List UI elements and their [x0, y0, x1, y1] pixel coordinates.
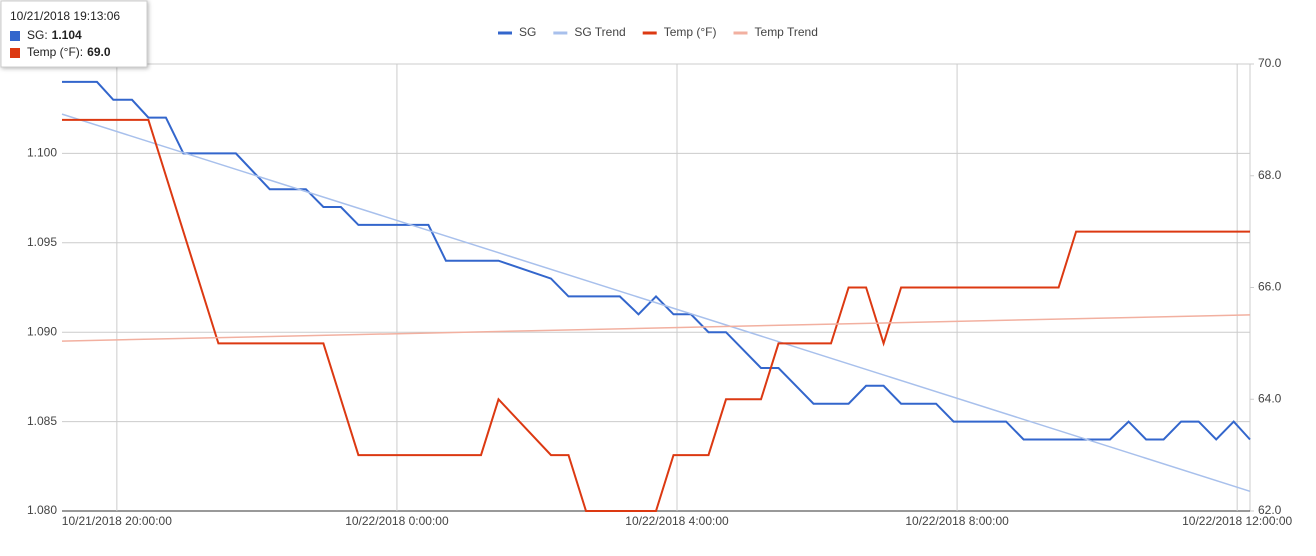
- tooltip-swatch: [10, 48, 20, 58]
- y2-tick-label: 62.0: [1258, 503, 1282, 517]
- tooltip-box: [0, 0, 148, 68]
- tooltip-value: 69.0: [87, 45, 111, 59]
- legend-label: Temp (°F): [664, 25, 717, 39]
- y-tick-label: 1.085: [27, 414, 57, 428]
- x-tick-label: 10/21/2018 20:00:00: [62, 514, 172, 528]
- tooltip: 10/21/2018 19:13:06 SG: 1.104 Temp (°F): 69…: [0, 0, 148, 68]
- y-tick-label: 1.095: [27, 235, 57, 249]
- y2-tick-label: 66.0: [1258, 280, 1282, 294]
- y2-tick-label: 70.0: [1258, 56, 1282, 70]
- marks: [61, 80, 1251, 512]
- tooltip-label: Temp (°F):: [27, 45, 83, 59]
- y2-tick-label: 64.0: [1258, 391, 1282, 405]
- tooltip-value: 1.104: [52, 28, 82, 42]
- series-line: [62, 80, 1251, 441]
- y-tick-label: 1.090: [27, 324, 57, 338]
- x-tick-label: 10/22/2018 8:00:00: [905, 514, 1009, 528]
- y2-tick-label: 68.0: [1258, 168, 1282, 182]
- x-tick-label: 10/22/2018 4:00:00: [625, 514, 729, 528]
- legend-label: SG Trend: [574, 25, 625, 39]
- y-tick-label: 1.080: [27, 503, 57, 517]
- legend: SG SG Trend Temp (°F) Temp Trend: [498, 25, 818, 39]
- tooltip-label: SG:: [27, 28, 48, 42]
- x-tick-label: 10/22/2018 0:00:00: [345, 514, 449, 528]
- tooltip-swatch: [10, 31, 20, 41]
- series-line: [61, 314, 1251, 342]
- legend-label: SG: [519, 25, 536, 39]
- tooltip-title: 10/21/2018 19:13:06: [10, 9, 120, 23]
- x-tick-label: 10/22/2018 12:00:00: [1182, 514, 1292, 528]
- y-tick-label: 1.100: [27, 146, 57, 160]
- legend-label: Temp Trend: [755, 25, 818, 39]
- series-line: [61, 113, 1251, 493]
- grid: 1.080 1.085 1.090 1.095 1.100 62.0 64.0 66.0 68.…: [27, 56, 1293, 528]
- series-line: [62, 118, 1250, 512]
